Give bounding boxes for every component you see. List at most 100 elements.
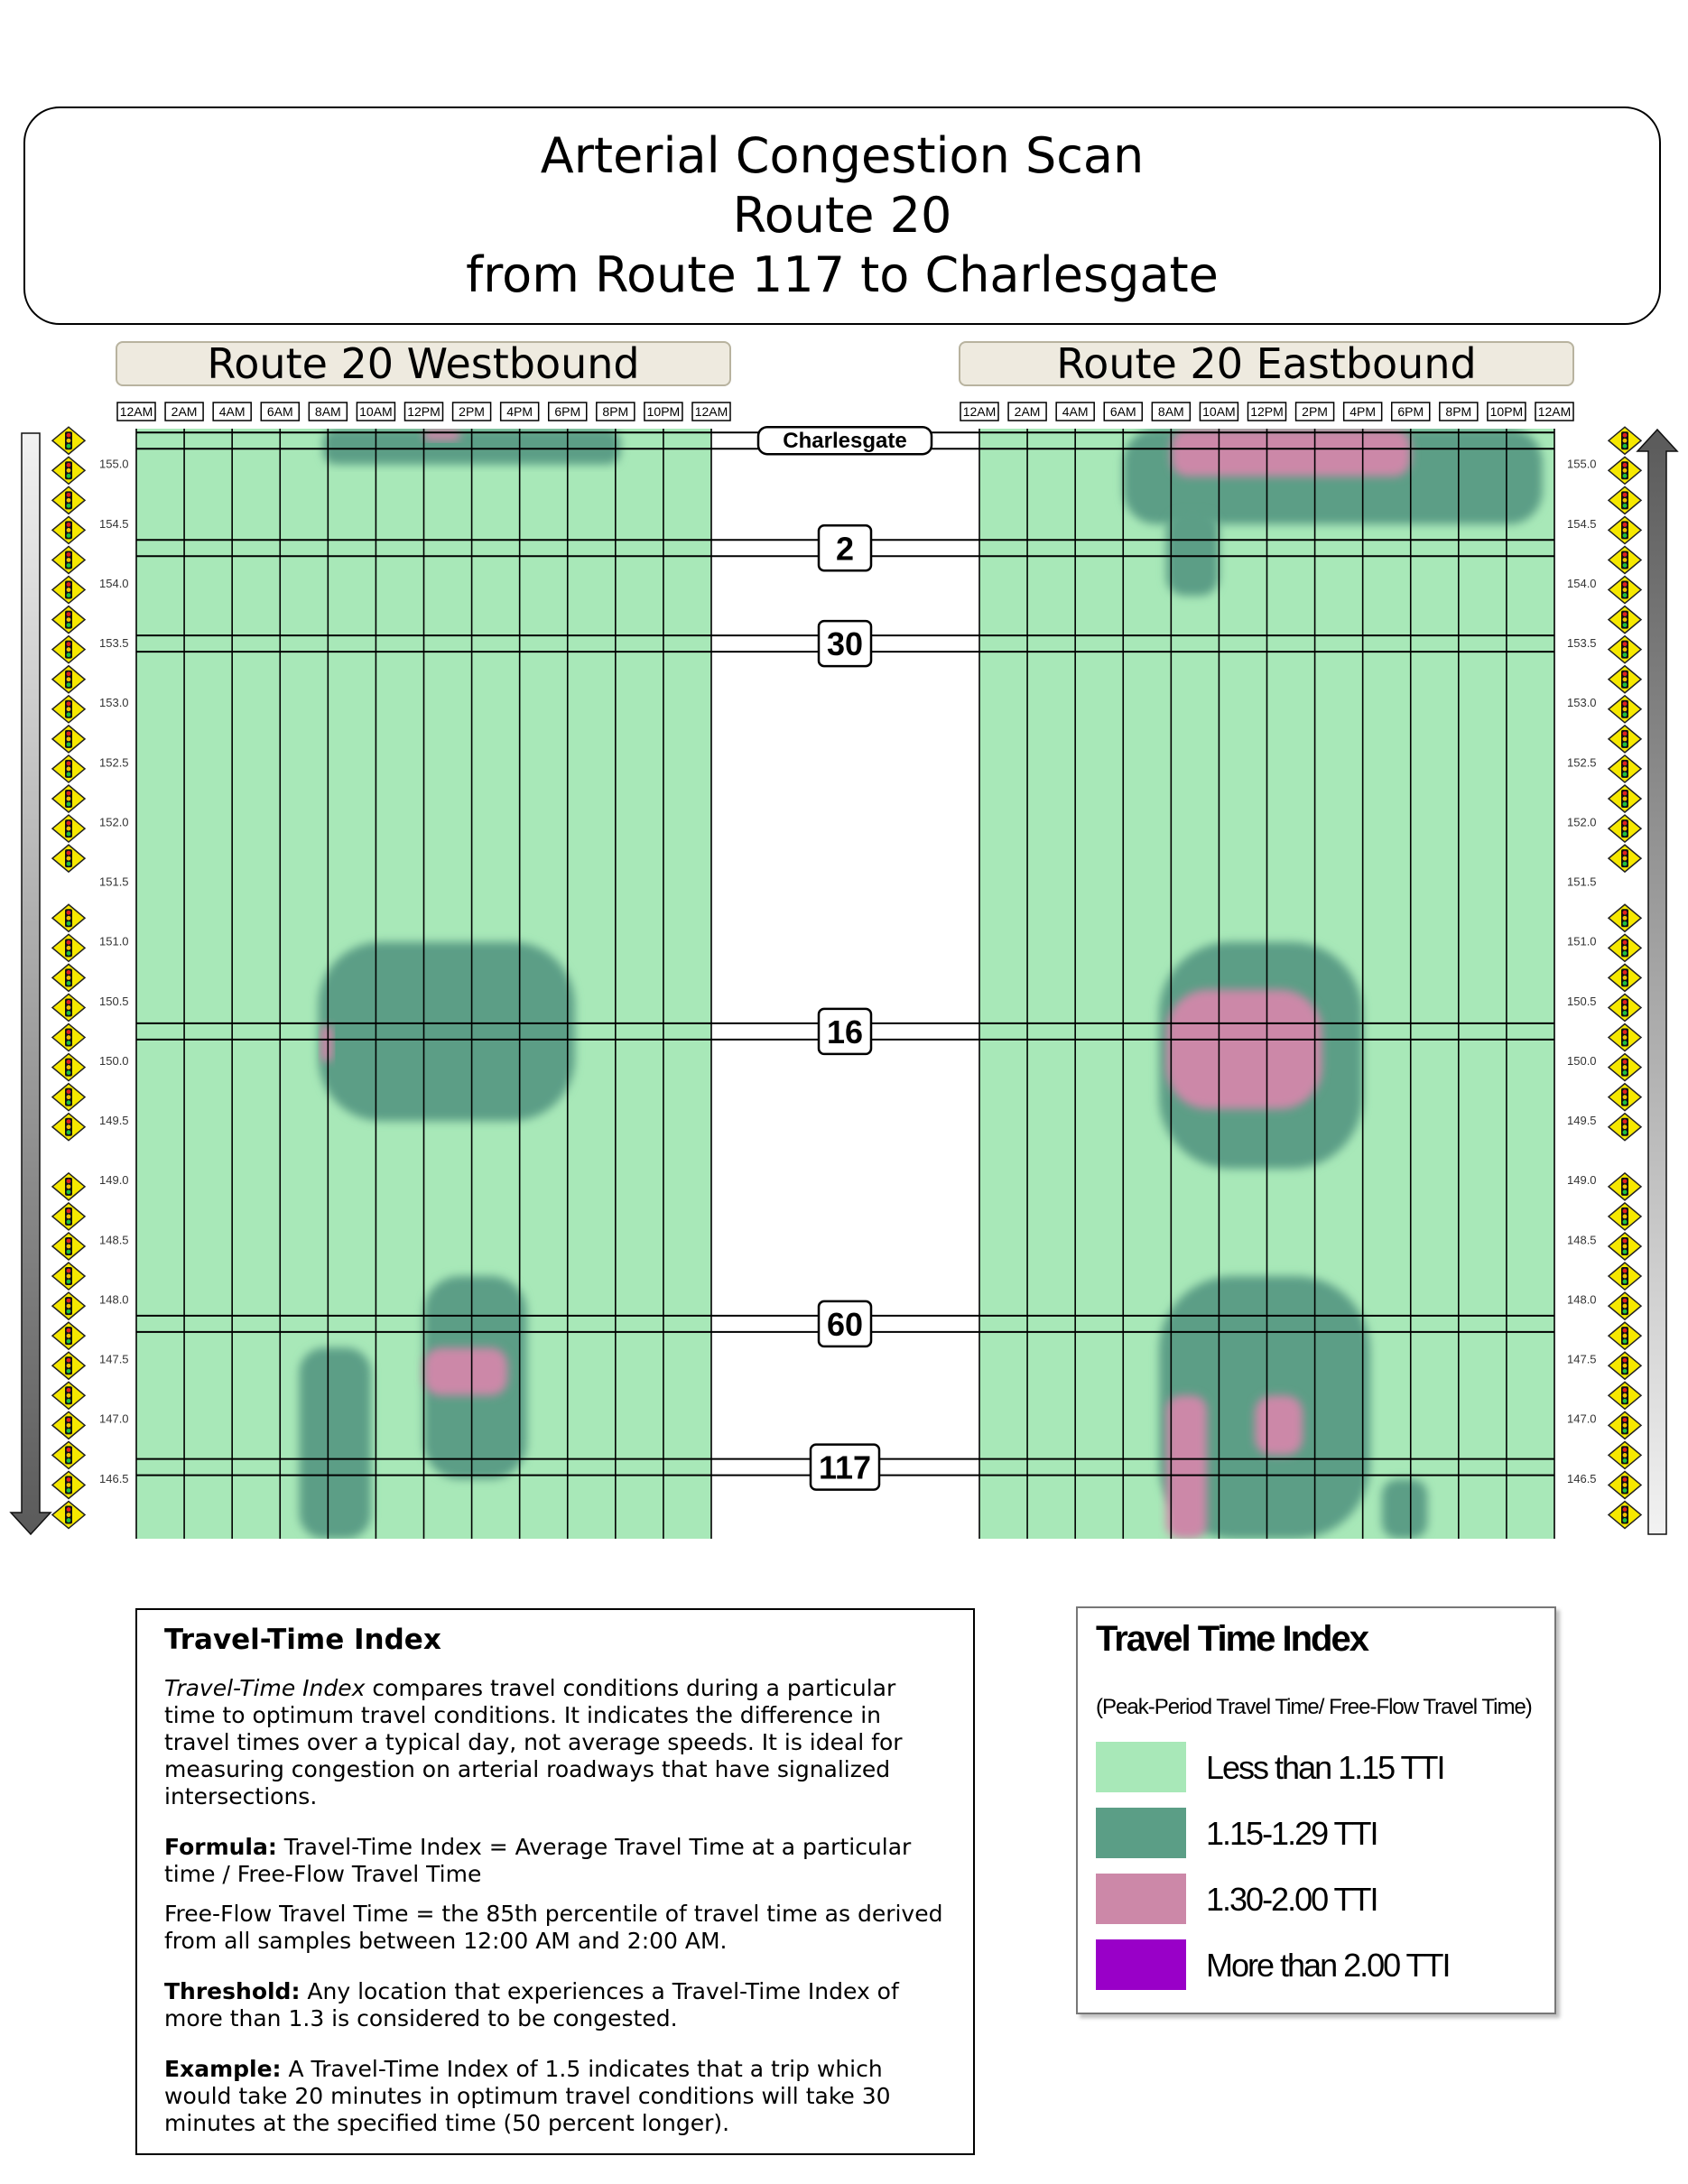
y-tick-label-west: 152.0: [99, 815, 129, 828]
signal-yellow-light: [66, 945, 71, 950]
legend: Travel Time Index (Peak-Period Travel Ti…: [1076, 1606, 1556, 2014]
signal-green-light: [1622, 1309, 1628, 1314]
signal-red-light: [1622, 791, 1628, 796]
y-tick-label-west: 148.5: [99, 1233, 129, 1246]
signal-yellow-light: [1622, 1483, 1628, 1487]
signal-green-light: [1622, 623, 1628, 628]
signal-green-light: [66, 1219, 71, 1225]
y-tick-label-west: 147.5: [99, 1353, 129, 1366]
signal-green-light: [1622, 1011, 1628, 1015]
signal-red-light: [66, 432, 71, 438]
signal-green-light: [1622, 1338, 1628, 1344]
congestion-cell: [423, 429, 460, 441]
signal-yellow-light: [66, 1214, 71, 1219]
legend-item: More than 2.00 TTI: [1096, 1939, 1547, 1990]
signal-green-light: [1622, 1398, 1628, 1403]
signal-yellow-light: [66, 1333, 71, 1338]
signal-red-light: [66, 1000, 71, 1004]
signal-green-light: [66, 742, 71, 747]
example-label: Example:: [164, 2056, 282, 2082]
signal-yellow-light: [66, 1005, 71, 1010]
signal-green-light: [66, 503, 71, 508]
signal-red-light: [66, 939, 71, 945]
signal-green-light: [66, 1398, 71, 1403]
y-tick-label-west: 147.0: [99, 1412, 129, 1426]
x-tick-box: [403, 402, 444, 421]
signal-green-light: [1622, 1249, 1628, 1254]
signal-yellow-light: [66, 1095, 71, 1100]
signal-yellow-light: [1622, 736, 1628, 742]
x-tick-box: [960, 402, 999, 421]
signal-green-light: [1622, 593, 1628, 597]
signal-green-light: [1622, 921, 1628, 926]
signal-red-light: [1622, 1238, 1628, 1244]
signal-red-light: [1622, 701, 1628, 707]
signal-green-light: [1622, 1100, 1628, 1106]
signal-red-light: [66, 910, 71, 915]
signal-green-light: [1622, 712, 1628, 717]
crossroad-label-box: [817, 1007, 873, 1056]
signal-green-light: [66, 1070, 71, 1075]
westbound-panel-title: Route 20 Westbound: [116, 339, 731, 388]
y-tick-label-west: 146.5: [99, 1472, 129, 1485]
x-tick-label: 10AM: [1202, 404, 1236, 419]
signal-yellow-light: [66, 1065, 71, 1069]
signal-yellow-light: [1622, 1035, 1628, 1040]
signal-yellow-light: [1622, 677, 1628, 682]
signal-red-light: [1622, 612, 1628, 617]
signal-yellow-light: [1622, 1303, 1628, 1309]
signal-red-light: [66, 523, 71, 527]
legend-item: 1.30-2.00 TTI: [1096, 1874, 1547, 1924]
y-tick-label-west: 149.0: [99, 1173, 129, 1187]
signal-green-light: [66, 593, 71, 597]
formula-text: Travel-Time Index = Average Travel Time …: [164, 1834, 912, 1887]
eastbound-direction-arrow: [1636, 428, 1679, 1535]
signal-red-light: [1622, 850, 1628, 856]
legend-label: Less than 1.15 TTI: [1206, 1749, 1446, 1786]
info-description-text: compares travel conditions during a part…: [164, 1675, 903, 1809]
signal-red-light: [66, 492, 71, 497]
x-tick-box: [116, 402, 156, 421]
x-tick-box: [1535, 402, 1574, 421]
signal-yellow-light: [66, 1244, 71, 1249]
signal-red-light: [1622, 1387, 1628, 1393]
signal-yellow-light: [66, 796, 71, 801]
signal-green-light: [1622, 742, 1628, 747]
signal-yellow-light: [1622, 1273, 1628, 1279]
x-tick-label: 4PM: [1349, 404, 1376, 419]
signal-green-light: [1622, 1130, 1628, 1135]
signal-red-light: [1622, 1448, 1628, 1452]
signal-yellow-light: [66, 1393, 71, 1398]
x-tick-label: 12PM: [1250, 404, 1284, 419]
signal-yellow-light: [1622, 528, 1628, 532]
signal-yellow-light: [1622, 856, 1628, 861]
signal-red-light: [1622, 492, 1628, 497]
signal-red-light: [1622, 1477, 1628, 1482]
x-tick-box: [356, 402, 396, 421]
signal-green-light: [66, 772, 71, 777]
signal-red-light: [1622, 969, 1628, 975]
y-tick-label-east: 154.0: [1567, 577, 1597, 590]
signal-yellow-light: [66, 1422, 71, 1428]
signal-green-light: [66, 712, 71, 717]
legend-title: Travel Time Index: [1096, 1619, 1369, 1659]
x-tick-box: [1055, 402, 1095, 421]
signal-green-light: [66, 1011, 71, 1015]
signal-yellow-light: [66, 1453, 71, 1458]
x-tick-label: 10AM: [359, 404, 393, 419]
signal-red-light: [66, 1448, 71, 1452]
legend-label: More than 2.00 TTI: [1206, 1947, 1451, 1984]
page-title: Arterial Congestion Scan: [540, 127, 1145, 184]
signal-yellow-light: [66, 766, 71, 772]
signal-yellow-light: [66, 647, 71, 652]
signal-red-light: [1622, 1060, 1628, 1064]
congestion-cell: [320, 1025, 333, 1061]
x-tick-box: [548, 402, 588, 421]
signal-green-light: [66, 921, 71, 926]
signal-yellow-light: [66, 1124, 71, 1130]
y-tick-label-east: 151.5: [1567, 875, 1597, 889]
signal-yellow-light: [1622, 588, 1628, 592]
signal-red-light: [1622, 462, 1628, 467]
signal-green-light: [66, 563, 71, 568]
y-tick-label-east: 152.5: [1567, 755, 1597, 769]
